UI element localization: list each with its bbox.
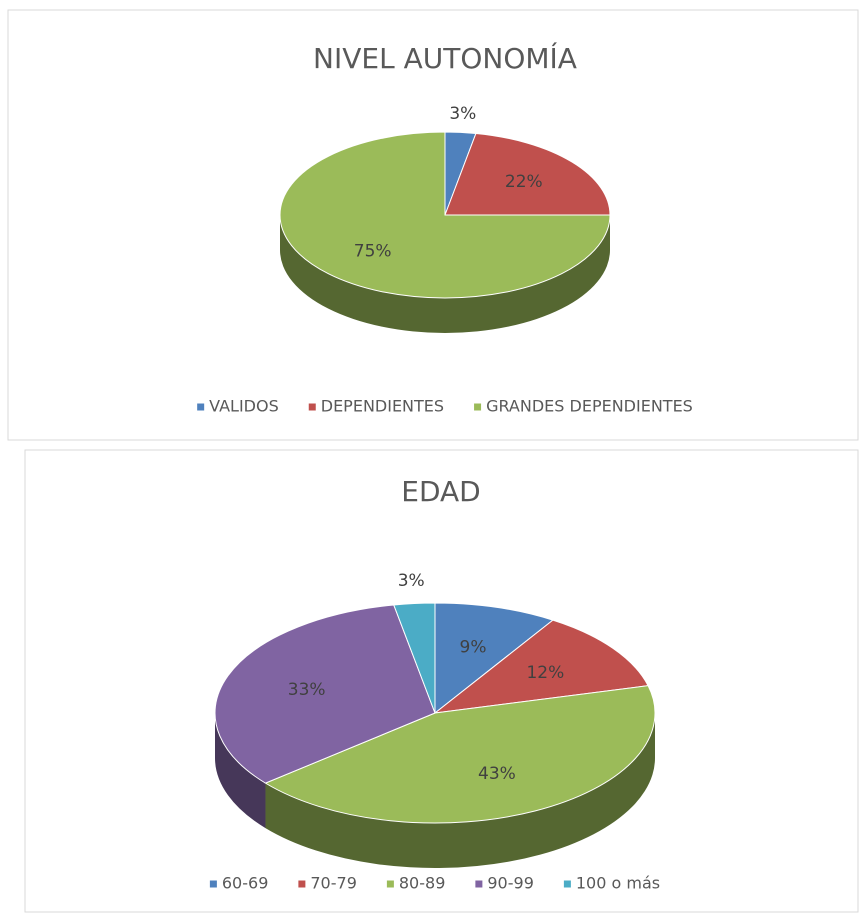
data-label: 22%: [505, 172, 543, 192]
legend-label: 90-99: [487, 874, 534, 893]
legend-label: 70-79: [310, 874, 357, 893]
pie-slice: [393, 602, 436, 714]
data-label: 3%: [398, 571, 425, 591]
legend-swatch: [197, 403, 205, 411]
pie-side: [215, 713, 266, 829]
data-label: 43%: [478, 764, 516, 784]
legend-label: GRANDES DEPENDIENTES: [486, 397, 693, 416]
chart-title: NIVEL AUTONOMÍA: [313, 41, 577, 75]
data-label: 12%: [526, 663, 564, 683]
legend-label: 100 o más: [576, 874, 660, 893]
pie-side: [265, 713, 655, 868]
pie-slice: [264, 685, 656, 824]
legend-swatch: [386, 880, 394, 888]
legend-label: VALIDOS: [209, 397, 279, 416]
chart-title: EDAD: [401, 475, 480, 508]
legend-swatch: [209, 880, 217, 888]
legend-label: 80-89: [399, 874, 446, 893]
data-label: 75%: [354, 241, 392, 261]
pie-slice: [214, 604, 436, 784]
pie-slice: [433, 619, 649, 714]
data-label: 3%: [449, 104, 476, 124]
legend-swatch: [474, 403, 482, 411]
pie-side: [280, 215, 610, 333]
legend-swatch: [475, 880, 483, 888]
legend-label: 60-69: [222, 874, 269, 893]
pie-slice: [434, 602, 554, 715]
legend-swatch: [298, 880, 306, 888]
legend-swatch: [563, 880, 571, 888]
data-label: 33%: [288, 680, 326, 700]
data-label: 9%: [460, 638, 487, 658]
legend-swatch: [308, 403, 316, 411]
pie-slice: [279, 131, 611, 299]
pie-slice: [444, 132, 611, 216]
legend-label: DEPENDIENTES: [321, 397, 444, 416]
